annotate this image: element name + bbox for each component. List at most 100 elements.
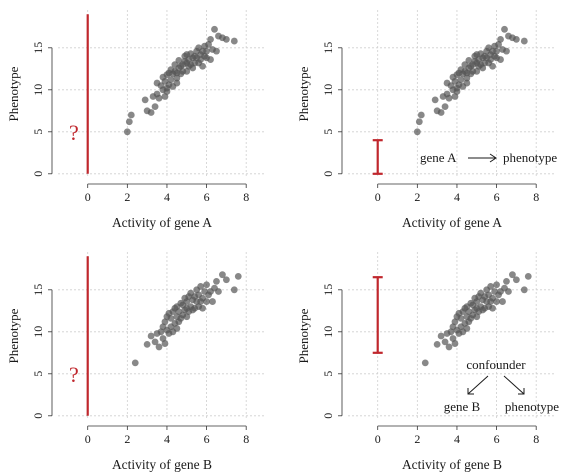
data-point <box>123 128 131 136</box>
x-tick-label: 4 <box>454 432 460 446</box>
data-point <box>207 36 214 43</box>
data-point <box>493 298 500 305</box>
data-point <box>421 359 429 367</box>
data-point <box>441 338 449 346</box>
panel-bottom-right: 0 2 4 6 8 0 5 10 15 Activity of gene B Phenotype… <box>296 252 559 472</box>
data-point <box>493 281 500 289</box>
data-point <box>131 359 139 367</box>
x-tick-label: 0 <box>85 190 91 204</box>
data-point <box>167 314 175 322</box>
data-point <box>155 94 163 102</box>
y-axis-label: Phenotype <box>296 66 311 121</box>
question-mark: ? <box>69 362 79 387</box>
x-tick-label: 8 <box>243 432 249 446</box>
annotation-gene-a: gene A <box>420 150 457 165</box>
data-point <box>520 286 528 294</box>
data-point <box>503 47 510 55</box>
data-point <box>487 283 495 290</box>
data-point <box>499 298 506 305</box>
data-point <box>209 298 216 305</box>
red-errorbar <box>372 139 383 175</box>
data-point <box>211 25 218 33</box>
y-axis-label: Phenotype <box>296 308 311 363</box>
data-point <box>437 332 445 340</box>
y-tick-label: 5 <box>31 371 45 377</box>
y-tick-label: 5 <box>321 129 335 135</box>
data-point <box>222 276 230 284</box>
red-errorbar <box>372 276 383 354</box>
annotation-arrow-left <box>467 375 489 395</box>
data-point <box>222 36 230 43</box>
data-point <box>497 56 504 63</box>
y-tick-label: 10 <box>321 326 335 338</box>
data-point <box>463 79 471 87</box>
data-point <box>213 278 220 285</box>
data-point <box>207 56 214 63</box>
data-point <box>451 340 459 347</box>
data-point <box>173 325 181 332</box>
data-point <box>445 94 453 102</box>
data-point <box>497 36 504 43</box>
x-tick-label: 4 <box>164 190 170 204</box>
y-tick-label: 10 <box>31 84 45 96</box>
x-tick-label: 0 <box>375 432 381 446</box>
y-tick-label: 15 <box>31 284 45 296</box>
annotation-confounder: confounder <box>466 357 526 372</box>
data-point <box>463 325 471 332</box>
data-point <box>453 88 461 95</box>
x-tick-label: 0 <box>85 432 91 446</box>
data-point <box>489 304 497 312</box>
data-point <box>413 128 421 136</box>
data-point <box>503 278 510 285</box>
data-point <box>431 96 439 104</box>
y-tick-label: 15 <box>321 42 335 54</box>
x-axis-label: Activity of gene B <box>402 457 502 472</box>
axes: 0 2 4 6 8 0 5 10 15 <box>321 42 539 204</box>
y-tick-label: 5 <box>31 129 45 135</box>
data-point <box>197 283 205 290</box>
data-point <box>512 36 520 43</box>
data-point <box>127 111 135 119</box>
data-point <box>163 88 171 95</box>
x-tick-label: 2 <box>414 190 420 204</box>
x-tick-label: 2 <box>124 190 130 204</box>
annotation-phenotype: phenotype <box>503 150 557 165</box>
y-axis-label: Phenotype <box>6 308 21 363</box>
data-point <box>203 281 210 289</box>
y-tick-label: 10 <box>31 326 45 338</box>
data-point <box>230 286 238 294</box>
y-tick-label: 15 <box>321 284 335 296</box>
data-point <box>141 96 149 104</box>
data-point <box>147 332 155 340</box>
x-tick-label: 6 <box>494 432 500 446</box>
x-tick-label: 4 <box>454 190 460 204</box>
data-point <box>173 79 181 87</box>
data-point <box>143 341 151 348</box>
annotation-arrow-right <box>503 375 525 395</box>
data-point <box>501 25 508 33</box>
data-point <box>441 103 449 110</box>
data-point <box>199 62 207 70</box>
data-point <box>155 343 163 351</box>
x-tick-label: 8 <box>533 190 539 204</box>
data-point <box>125 118 133 126</box>
y-tick-label: 5 <box>321 371 335 377</box>
x-axis-label: Activity of gene A <box>112 215 212 230</box>
annotation-phenotype: phenotype <box>505 399 559 414</box>
data-point <box>505 288 512 295</box>
data-point <box>151 103 159 110</box>
data-points <box>413 25 528 136</box>
x-tick-label: 6 <box>204 190 210 204</box>
y-tick-label: 0 <box>31 413 45 419</box>
data-point <box>213 47 220 55</box>
data-point <box>415 118 423 126</box>
data-point <box>433 341 441 348</box>
data-point <box>509 271 516 279</box>
data-point <box>524 272 532 280</box>
annotation-arrowhead-left <box>467 388 474 395</box>
data-point <box>457 76 465 84</box>
annotation-gene-b: gene B <box>444 399 481 414</box>
axes: 0 2 4 6 8 0 5 10 15 <box>321 284 539 446</box>
y-axis-label: Phenotype <box>6 66 21 121</box>
x-tick-label: 8 <box>243 190 249 204</box>
